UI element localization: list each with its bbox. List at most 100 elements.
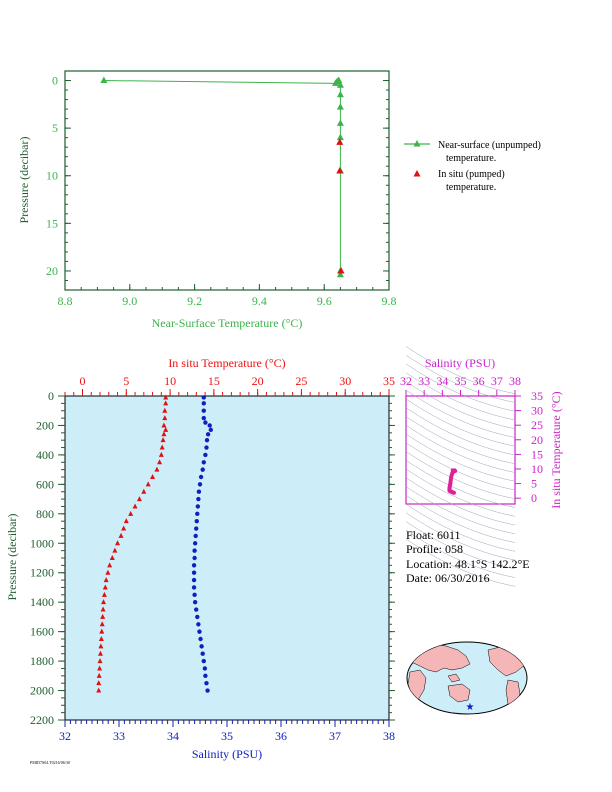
temperature-point	[98, 643, 104, 649]
temperature-point	[96, 680, 102, 686]
temperature-point	[160, 437, 166, 443]
temperature-point	[158, 451, 164, 457]
salinity-point	[195, 504, 201, 509]
temperature-point	[145, 481, 151, 487]
density-contour	[405, 530, 516, 578]
pressure-tick-label: 800	[36, 507, 54, 521]
bottom-pressure-ticks: 0 200 400 600 800 1000 1200 1400 1600 1800 2000 220…	[30, 389, 395, 727]
bottom-pressure-axis-label: Pressure (decibar)	[5, 514, 19, 601]
top-y-tick-label: 15	[46, 216, 58, 230]
ts-x-ticks: 32 33 34 35 36 37 38	[400, 374, 521, 396]
temperature-point	[123, 518, 129, 524]
salinity-point	[197, 482, 203, 487]
salinity-point	[205, 688, 210, 693]
temperature-point	[157, 459, 163, 465]
density-contour	[405, 407, 516, 456]
temperature-point	[109, 555, 115, 560]
temperature-point	[99, 628, 105, 634]
salinity-point	[191, 570, 197, 575]
salinity-point	[203, 673, 208, 679]
float-info: Float: 6011 Profile: 058 Location: 48.1°…	[406, 528, 530, 585]
salinity-point	[198, 636, 203, 642]
pressure-tick-label: 2000	[30, 684, 54, 698]
temperature-point	[96, 672, 102, 678]
ts-y-tick-label: 30	[531, 404, 543, 418]
top-y-tick-label: 20	[46, 264, 58, 278]
temperature-point	[99, 621, 105, 627]
salinity-tick-label: 33	[113, 729, 125, 743]
temperature-point	[162, 407, 168, 413]
salinity-point	[192, 599, 198, 605]
density-contour	[405, 468, 516, 517]
pressure-tick-label: 600	[36, 477, 54, 491]
ts-density-contours	[405, 346, 516, 587]
near-surface-point	[335, 76, 343, 84]
top-x-ticks: 8.8 9.0 9.2 9.4 9.6 9.8	[58, 284, 397, 308]
ts-y-tick-label: 15	[531, 447, 543, 461]
temperature-point	[132, 503, 138, 509]
bottom-temperature-ticks: 0 5 10 15 20 25 30 35	[64, 374, 395, 396]
salinity-point	[201, 415, 206, 421]
density-contour	[405, 442, 516, 491]
salinity-point	[201, 401, 206, 406]
density-contour	[405, 372, 516, 421]
ts-x-tick-label: 37	[491, 374, 503, 388]
salinity-point	[193, 533, 198, 539]
temp-tick-label: 20	[252, 374, 264, 388]
temperature-point	[98, 636, 104, 641]
salinity-point	[196, 622, 201, 627]
density-contour	[405, 512, 516, 561]
temperature-point	[96, 687, 102, 693]
ts-y-axis-label: In situ Temperature (°C)	[549, 391, 563, 508]
info-profile: Profile: 058	[406, 542, 463, 556]
salinity-point	[201, 408, 206, 413]
pressure-tick-label: 200	[36, 418, 54, 432]
temp-tick-label: 10	[164, 374, 176, 388]
ts-x-tick-label: 32	[400, 374, 412, 388]
ts-y-tick-label: 10	[531, 462, 543, 476]
density-contour	[405, 521, 516, 570]
salinity-point	[201, 460, 206, 465]
top-y-tick-label: 10	[46, 169, 58, 183]
in-situ-point	[336, 138, 344, 145]
pressure-tick-label: 1200	[30, 566, 54, 580]
top-y-axis-label: Pressure (decibar)	[17, 137, 31, 224]
legend-item2-line2: temperature.	[446, 182, 496, 193]
pressure-tick-label: 1800	[30, 654, 54, 668]
top-y-tick-label: 0	[52, 74, 58, 88]
near-surface-point	[336, 81, 344, 88]
temperature-point	[154, 466, 160, 472]
temperature-point	[136, 496, 142, 502]
temperature-point	[163, 400, 169, 406]
legend-triangle-green	[413, 140, 421, 147]
legend-triangle-red	[413, 170, 421, 177]
near-surface-point	[336, 90, 344, 98]
temperature-point	[105, 569, 111, 575]
salinity-point	[194, 607, 199, 612]
salinity-point	[204, 437, 210, 443]
salinity-point	[200, 467, 205, 472]
top-x-tick-label: 9.0	[122, 294, 137, 308]
top-x-tick-label: 9.2	[187, 294, 202, 308]
top-y-ticks: 0 5 10 15 20	[46, 74, 389, 291]
density-contour	[405, 460, 516, 508]
salinity-point	[198, 474, 204, 480]
density-contour	[405, 398, 516, 447]
temperature-point	[97, 650, 103, 656]
temp-tick-label: 35	[383, 374, 395, 388]
salinity-point	[192, 592, 197, 598]
ts-x-axis-label: Salinity (PSU)	[425, 356, 495, 370]
salinity-tick-label: 36	[275, 729, 287, 743]
ts-plot-frame	[405, 395, 516, 505]
density-contour	[405, 538, 516, 587]
temperature-point	[150, 474, 156, 479]
temperature-point	[102, 584, 108, 590]
temperature-point	[97, 658, 103, 664]
pressure-tick-label: 1600	[30, 625, 54, 639]
salinity-point	[201, 395, 206, 400]
ts-x-tick-label: 34	[436, 374, 448, 388]
temperature-point	[121, 525, 127, 531]
ts-y-tick-label: 35	[531, 389, 543, 403]
